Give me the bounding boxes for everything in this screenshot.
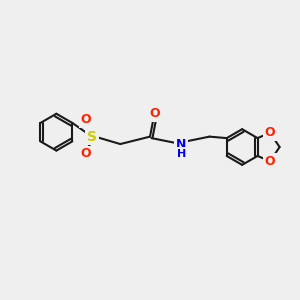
Text: H: H	[177, 149, 186, 159]
Text: O: O	[265, 126, 275, 139]
Text: O: O	[80, 147, 91, 161]
Text: O: O	[80, 113, 91, 126]
Text: N: N	[176, 138, 186, 151]
Text: O: O	[149, 107, 160, 120]
Text: S: S	[87, 130, 97, 144]
Text: O: O	[265, 155, 275, 168]
